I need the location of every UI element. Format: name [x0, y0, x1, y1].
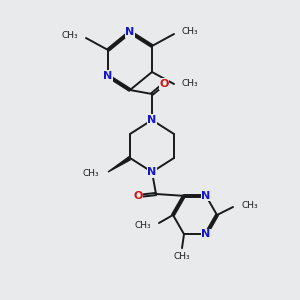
Text: CH₃: CH₃	[134, 220, 151, 230]
Text: N: N	[147, 167, 157, 177]
Text: CH₃: CH₃	[241, 200, 258, 209]
Text: N: N	[201, 229, 211, 239]
Text: CH₃: CH₃	[182, 28, 199, 37]
Polygon shape	[108, 156, 130, 172]
Text: N: N	[147, 115, 157, 125]
Text: N: N	[103, 71, 112, 81]
Text: N: N	[201, 191, 211, 201]
Text: N: N	[125, 27, 135, 37]
Text: CH₃: CH₃	[82, 169, 99, 178]
Text: CH₃: CH₃	[61, 32, 78, 40]
Text: CH₃: CH₃	[174, 252, 190, 261]
Text: O: O	[159, 79, 169, 89]
Text: O: O	[133, 191, 143, 201]
Text: CH₃: CH₃	[182, 80, 199, 88]
